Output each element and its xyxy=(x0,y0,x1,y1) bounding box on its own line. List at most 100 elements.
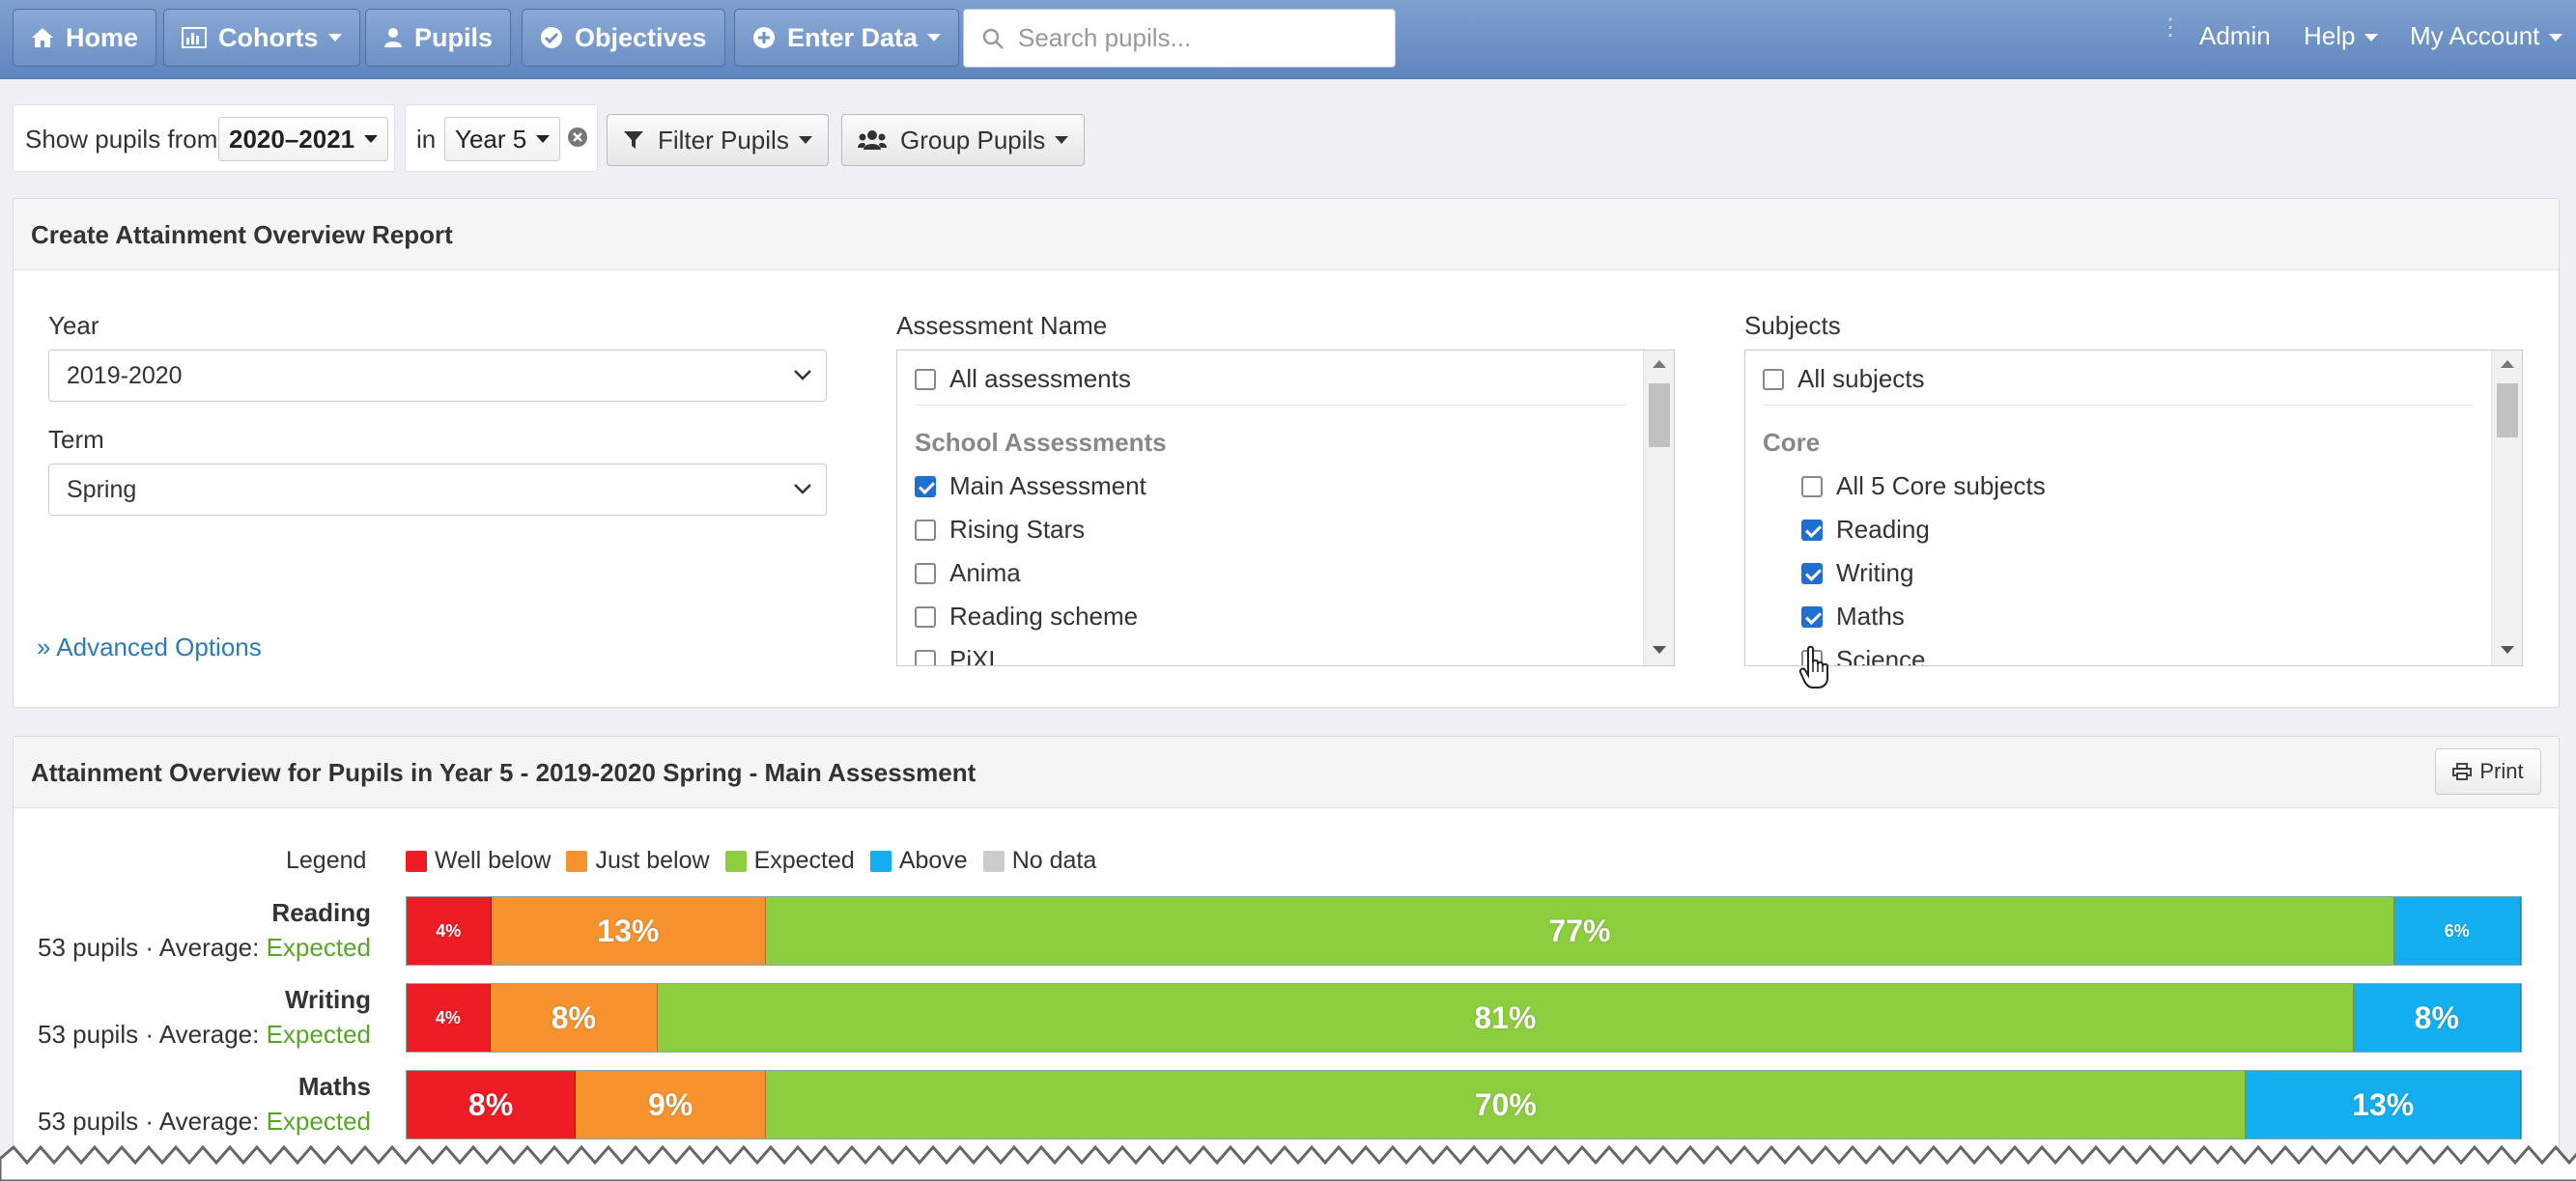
nav-enter-data-button[interactable]: Enter Data xyxy=(734,9,960,67)
year-label: Year xyxy=(48,311,99,340)
torn-edge-decoration xyxy=(0,1144,2576,1181)
drag-handle-icon: ⋮ xyxy=(2159,14,2182,41)
assessment-option-reading-scheme[interactable]: Reading scheme xyxy=(915,602,1138,632)
checkbox[interactable] xyxy=(915,562,936,584)
year-select[interactable]: 2019-2020 xyxy=(48,350,827,402)
user-icon xyxy=(384,28,402,47)
row-info-maths: 53 pupils · Average: Expected xyxy=(38,1107,371,1137)
attainment-bar-writing[interactable]: 4% 8% 81% 8% xyxy=(406,983,2522,1053)
option-label: Writing xyxy=(1836,558,1914,587)
nav-my-account-label: My Account xyxy=(2410,21,2540,50)
assessment-option-pixl[interactable]: PiXL xyxy=(915,645,1003,665)
chevron-down-icon xyxy=(2364,34,2379,42)
subjects-scrollbar[interactable] xyxy=(2491,351,2522,665)
bar-segment-well-below[interactable]: 8% xyxy=(407,1071,577,1139)
checkbox[interactable] xyxy=(915,519,936,541)
term-select[interactable]: Spring xyxy=(48,464,827,516)
nav-pupils-button[interactable]: Pupils xyxy=(365,9,512,67)
bar-segment-expected[interactable]: 81% xyxy=(658,984,2354,1052)
checkbox-checked[interactable] xyxy=(1801,519,1823,541)
checkbox[interactable] xyxy=(1801,475,1823,497)
bar-chart-icon xyxy=(182,27,207,48)
bar-segment-expected[interactable]: 70% xyxy=(766,1071,2247,1139)
in-label: in xyxy=(416,125,437,154)
row-info-writing: 53 pupils · Average: Expected xyxy=(38,1020,371,1050)
nav-admin-link[interactable]: Admin xyxy=(2199,21,2271,50)
bar-segment-above[interactable]: 8% xyxy=(2353,984,2521,1052)
bar-segment-expected[interactable]: 77% xyxy=(766,897,2394,965)
nav-home-button[interactable]: Home xyxy=(13,9,157,67)
search-input[interactable] xyxy=(1018,23,1366,53)
scroll-down-icon[interactable] xyxy=(2501,646,2514,654)
assessment-option-main[interactable]: Main Assessment xyxy=(915,471,1146,501)
year-group-select[interactable]: Year 5 xyxy=(444,117,561,161)
bar-segment-above[interactable]: 6% xyxy=(2393,897,2521,965)
attainment-bar-reading[interactable]: 4% 13% 77% 6% xyxy=(406,896,2522,966)
attainment-overview-header: Attainment Overview for Pupils in Year 5… xyxy=(14,737,2559,808)
legend-label: Just below xyxy=(595,847,710,874)
row-average: Expected xyxy=(266,1020,371,1049)
show-pupils-from-label: Show pupils from xyxy=(25,125,218,154)
users-icon xyxy=(858,130,887,150)
subject-option-writing[interactable]: Writing xyxy=(1801,558,1913,588)
option-label: Anima xyxy=(949,558,1021,587)
create-report-panel-header: Create Attainment Overview Report xyxy=(14,199,2559,270)
attainment-overview-title: Attainment Overview for Pupils in Year 5… xyxy=(31,758,977,787)
subject-option-all-core[interactable]: All 5 Core subjects xyxy=(1801,471,2046,501)
nav-cohorts-button[interactable]: Cohorts xyxy=(163,9,360,67)
bar-segment-just-below[interactable]: 13% xyxy=(491,897,767,965)
all-assessments-option[interactable]: All assessments xyxy=(915,364,1131,394)
subject-option-reading[interactable]: Reading xyxy=(1801,515,1930,545)
advanced-options-link[interactable]: » Advanced Options xyxy=(37,633,262,662)
checkbox[interactable] xyxy=(915,649,936,665)
scroll-thumb[interactable] xyxy=(2497,383,2518,437)
bar-segment-well-below[interactable]: 4% xyxy=(407,897,492,965)
checkbox-checked[interactable] xyxy=(1801,562,1823,584)
bar-segment-above[interactable]: 13% xyxy=(2246,1071,2521,1139)
row-info-text: 53 pupils · Average: xyxy=(38,933,267,962)
nav-my-account-menu[interactable]: My Account xyxy=(2410,21,2563,51)
nav-help-menu[interactable]: Help xyxy=(2304,21,2379,51)
subject-option-maths[interactable]: Maths xyxy=(1801,602,1905,632)
legend-item: No data xyxy=(982,847,1096,875)
group-pupils-button[interactable]: Group Pupils xyxy=(841,114,1086,166)
checkbox[interactable] xyxy=(915,605,936,628)
scroll-thumb[interactable] xyxy=(1649,383,1670,447)
clear-filter-icon[interactable] xyxy=(567,127,588,148)
year-group-value: Year 5 xyxy=(455,124,527,154)
chevron-down-icon xyxy=(794,484,811,494)
plus-circle-icon xyxy=(753,27,775,48)
legend-swatch xyxy=(406,850,427,872)
row-info-reading: 53 pupils · Average: Expected xyxy=(38,933,371,963)
option-label: Main Assessment xyxy=(949,471,1146,500)
subjects-listbox[interactable]: All subjects Core All 5 Core subjects Re… xyxy=(1744,350,2523,666)
row-info-text: 53 pupils · Average: xyxy=(38,1107,267,1136)
scroll-down-icon[interactable] xyxy=(1653,646,1666,654)
academic-year-select[interactable]: 2020–2021 xyxy=(218,117,389,161)
bar-segment-just-below[interactable]: 9% xyxy=(576,1071,767,1139)
assessment-option-rising-stars[interactable]: Rising Stars xyxy=(915,515,1085,545)
all-assessments-checkbox[interactable] xyxy=(915,368,936,390)
option-label: Reading scheme xyxy=(949,602,1139,631)
nav-objectives-button[interactable]: Objectives xyxy=(522,9,725,67)
all-subjects-option[interactable]: All subjects xyxy=(1763,364,1925,394)
option-label: Science xyxy=(1836,645,1926,666)
assessment-scrollbar[interactable] xyxy=(1643,351,1674,665)
checkbox-checked[interactable] xyxy=(915,475,936,497)
assessment-listbox[interactable]: All assessments School Assessments Main … xyxy=(896,350,1675,666)
attainment-bar-maths[interactable]: 8% 9% 70% 13% xyxy=(406,1070,2522,1139)
all-subjects-checkbox[interactable] xyxy=(1763,368,1784,390)
nav-objectives-label: Objectives xyxy=(575,22,707,52)
bar-segment-well-below[interactable]: 4% xyxy=(407,984,491,1052)
assessment-option-anima[interactable]: Anima xyxy=(915,558,1021,588)
filter-pupils-button[interactable]: Filter Pupils xyxy=(607,114,829,166)
scroll-up-icon[interactable] xyxy=(1653,360,1666,368)
print-button[interactable]: Print xyxy=(2435,748,2541,795)
checkbox-checked[interactable] xyxy=(1801,605,1823,628)
legend-item: Well below xyxy=(406,847,551,875)
scroll-up-icon[interactable] xyxy=(2501,360,2514,368)
bar-segment-just-below[interactable]: 8% xyxy=(490,984,659,1052)
subjects-label: Subjects xyxy=(1744,311,1841,340)
school-assessments-group-label: School Assessments xyxy=(915,428,1167,457)
academic-year-value: 2020–2021 xyxy=(229,124,355,154)
